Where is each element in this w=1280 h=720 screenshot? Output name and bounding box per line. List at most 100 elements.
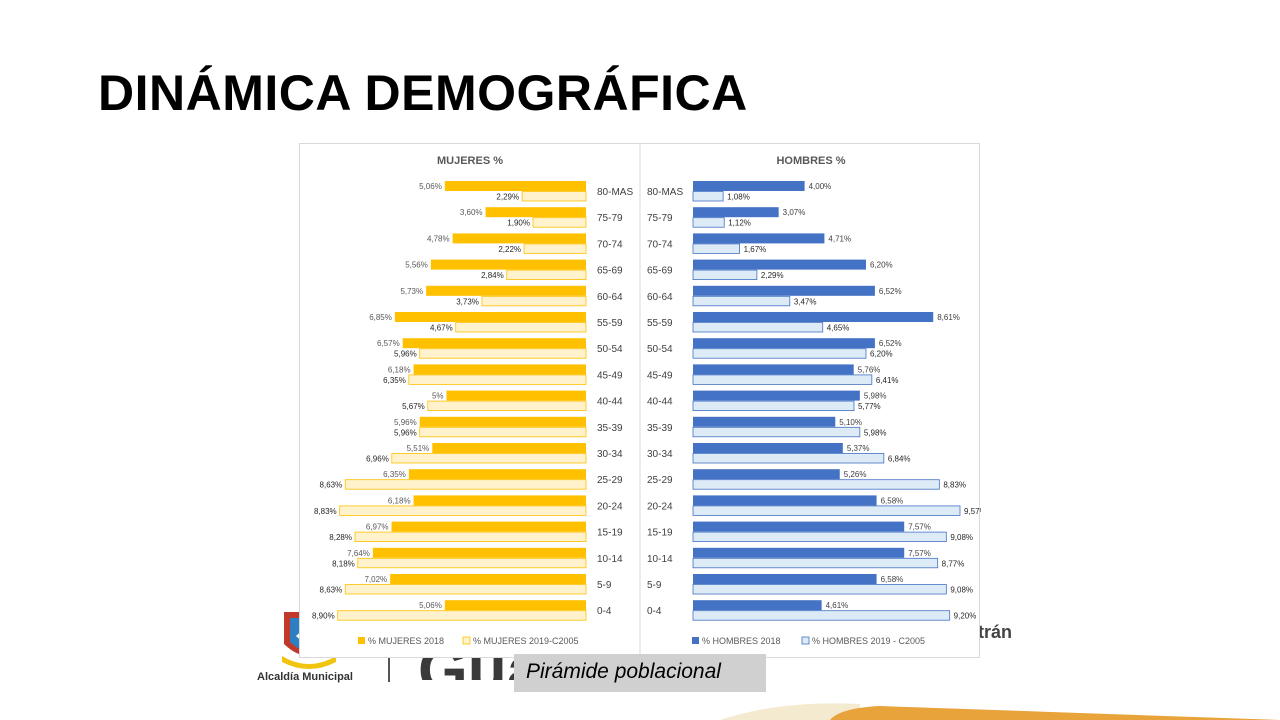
men-age-label: 25-29	[647, 475, 673, 486]
men-2019-bar	[692, 295, 791, 307]
men-2019-bar	[692, 610, 951, 621]
women-2019-bar	[455, 322, 587, 333]
men-2019-label: 9,57%	[964, 507, 981, 516]
women-2018-label: 5,73%	[400, 287, 423, 296]
men-2018-label: 5,37%	[847, 444, 870, 453]
women-age-label: 75-79	[597, 213, 623, 224]
women-2018-label: 5%	[432, 392, 444, 401]
men-age-label: 45-49	[647, 370, 673, 381]
men-age-label: 50-54	[647, 344, 673, 355]
men-2019-label: 8,77%	[942, 559, 965, 568]
chart-caption: Pirámide poblacional	[514, 654, 766, 692]
men-2018-label: 3,07%	[783, 208, 806, 217]
men-2019-label: 5,77%	[858, 402, 881, 411]
women-age-label: 30-34	[597, 449, 623, 460]
women-age-label: 0-4	[597, 606, 612, 617]
men-2018-label: 5,10%	[839, 418, 862, 427]
men-2019-bar	[692, 584, 947, 595]
men-2018-label: 6,52%	[879, 287, 902, 296]
women-age-label: 5-9	[597, 580, 612, 591]
men-2018-bar	[693, 338, 875, 349]
women-2018-bar	[394, 312, 586, 322]
women-2019-label: 1,90%	[507, 219, 530, 228]
men-2018-bar	[693, 574, 877, 584]
men-2018-label: 7,57%	[908, 523, 931, 532]
men-2018-label: 4,00%	[809, 182, 832, 191]
men-2018-label: 7,57%	[908, 549, 931, 558]
women-2018-bar	[402, 338, 586, 349]
women-2018-bar	[444, 181, 586, 191]
women-2019-label: 8,63%	[320, 586, 343, 595]
men-2019-bar	[692, 426, 861, 438]
women-age-label: 70-74	[597, 239, 623, 250]
legend-men-2019-label: % HOMBRES 2019 - C2005	[812, 636, 925, 646]
men-2018-bar	[693, 443, 843, 453]
women-2018-bar	[452, 233, 586, 244]
legend-men-2018-label: % HOMBRES 2018	[702, 636, 781, 646]
legend-women-2019-swatch	[462, 636, 471, 645]
women-2019-label: 8,28%	[329, 533, 352, 542]
men-2019-label: 4,65%	[827, 324, 850, 333]
men-2018-bar	[693, 495, 877, 506]
men-2019-bar	[692, 505, 961, 516]
men-2018-label: 6,20%	[870, 261, 893, 270]
pyramid-svg: MUJERES % HOMBRES % 5,06% 2,29% 80-MAS 4,00% 1…	[312, 144, 987, 659]
men-age-label: 65-69	[647, 266, 673, 277]
women-age-label: 45-49	[597, 370, 623, 381]
women-2018-label: 7,64%	[347, 549, 370, 558]
men-age-label: 70-74	[647, 239, 673, 250]
men-2019-bar	[692, 557, 939, 569]
women-age-label: 15-19	[597, 528, 623, 539]
men-2018-bar	[693, 364, 854, 375]
men-2018-label: 8,61%	[937, 313, 960, 322]
decorative-stripe	[720, 703, 1280, 720]
women-2018-label: 7,02%	[364, 575, 387, 584]
men-age-label: 35-39	[647, 423, 673, 434]
women-2019-bar	[337, 610, 587, 621]
women-2018-label: 6,97%	[366, 523, 389, 532]
women-2018-label: 5,96%	[394, 418, 417, 427]
men-2018-label: 6,58%	[881, 575, 904, 584]
men-2019-label: 9,20%	[954, 612, 977, 621]
women-age-label: 25-29	[597, 475, 623, 486]
men-2019-bar	[692, 322, 824, 333]
women-2018-bar	[408, 469, 586, 480]
women-2019-label: 2,84%	[481, 271, 504, 280]
men-2019-bar	[692, 217, 725, 228]
footer-org-name: Alcaldía Municipal	[257, 671, 353, 683]
women-2019-label: 8,90%	[312, 612, 335, 621]
women-age-label: 20-24	[597, 501, 623, 512]
women-2018-label: 6,85%	[369, 313, 392, 322]
women-2018-bar	[432, 443, 586, 453]
men-2019-label: 8,83%	[943, 481, 966, 490]
men-2019-label: 1,08%	[727, 193, 750, 202]
women-2018-bar	[391, 521, 586, 532]
women-age-label: 40-44	[597, 397, 623, 408]
men-chart-title: HOMBRES %	[776, 155, 845, 167]
men-2018-label: 5,98%	[864, 392, 887, 401]
men-age-label: 0-4	[647, 606, 662, 617]
women-2019-label: 6,96%	[366, 455, 389, 464]
women-2018-bar	[413, 364, 586, 375]
men-2019-bar	[692, 348, 867, 359]
women-2019-label: 4,67%	[430, 324, 453, 333]
footer-brand-right: trán	[978, 622, 1013, 642]
women-2018-label: 3,60%	[460, 208, 483, 217]
women-2018-label: 6,18%	[388, 496, 411, 505]
men-2018-label: 5,26%	[844, 470, 867, 479]
men-2018-label: 4,61%	[826, 601, 849, 610]
women-2019-label: 2,22%	[498, 245, 521, 254]
women-2018-bar	[446, 390, 586, 401]
women-chart-title: MUJERES %	[437, 155, 503, 167]
men-2018-label: 4,71%	[828, 234, 851, 243]
women-2019-label: 5,67%	[402, 402, 425, 411]
men-2018-bar	[693, 181, 805, 191]
men-2018-label: 6,58%	[881, 496, 904, 505]
women-2018-bar	[430, 259, 586, 270]
men-2019-label: 1,12%	[728, 219, 751, 228]
women-2018-bar	[419, 416, 586, 427]
women-age-label: 10-14	[597, 554, 623, 565]
women-2019-bar	[506, 269, 587, 280]
men-2018-label: 6,52%	[879, 339, 902, 348]
legend-women-2019-label: % MUJERES 2019-C2005	[473, 636, 579, 646]
